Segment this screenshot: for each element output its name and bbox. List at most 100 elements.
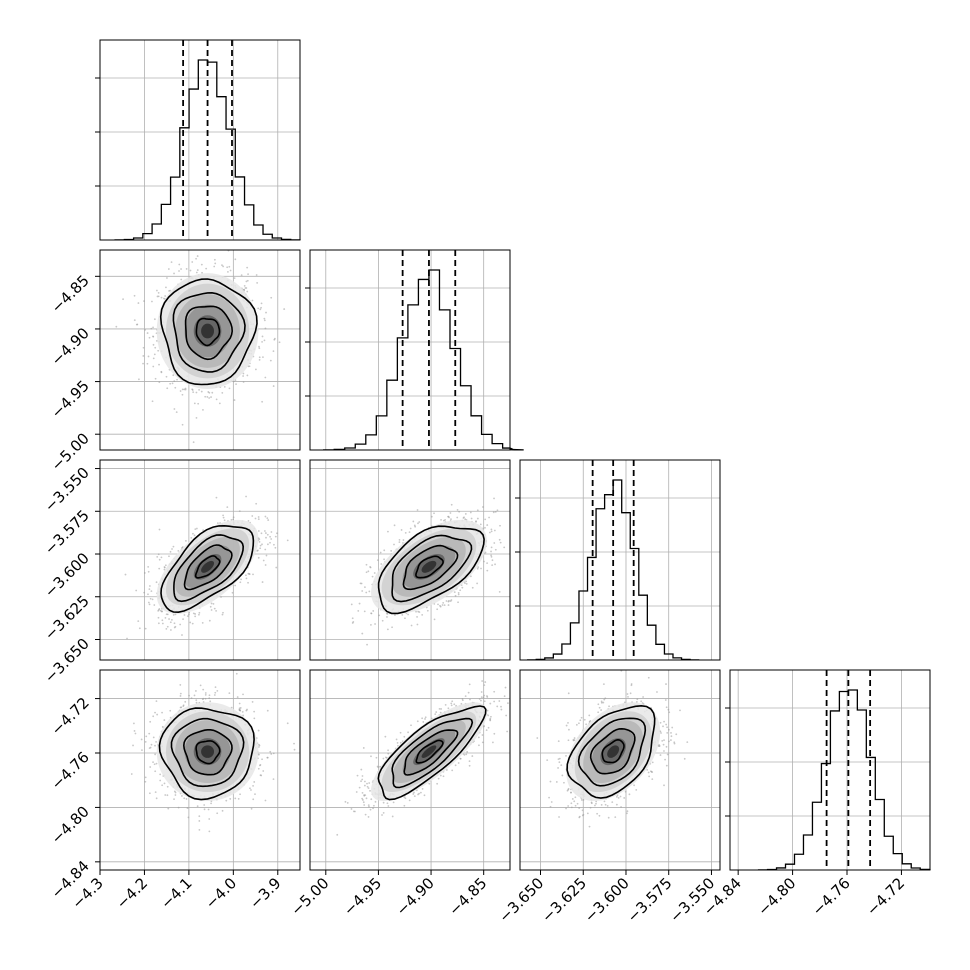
sample-point <box>409 527 412 530</box>
sample-point <box>588 825 591 828</box>
sample-point <box>664 758 666 761</box>
sample-point <box>148 603 151 606</box>
sample-point <box>261 543 263 546</box>
sample-point <box>468 760 471 763</box>
sample-point <box>381 619 384 622</box>
sample-point <box>169 382 172 385</box>
sample-point <box>560 764 563 767</box>
sample-point <box>156 555 159 558</box>
x-tick-label: −5.00 <box>287 874 332 919</box>
sample-point <box>484 681 487 683</box>
sample-point <box>387 805 390 807</box>
sample-point <box>177 549 180 552</box>
sample-point <box>486 696 489 698</box>
sample-point <box>259 547 262 550</box>
sample-point <box>493 497 495 500</box>
sample-point <box>483 560 485 563</box>
sample-point <box>359 582 362 585</box>
sample-point <box>266 756 269 759</box>
sample-point <box>191 388 194 391</box>
sample-point <box>257 729 260 732</box>
sample-point <box>143 572 146 574</box>
sample-point <box>234 584 237 587</box>
sample-point <box>252 573 254 576</box>
sample-point <box>254 793 256 796</box>
sample-point <box>558 757 561 760</box>
sample-point <box>149 597 152 600</box>
sample-point <box>192 532 194 535</box>
sample-point <box>486 524 489 526</box>
sample-point <box>202 529 205 532</box>
sample-point <box>666 726 668 729</box>
sample-point <box>367 816 370 818</box>
sample-point <box>157 622 160 625</box>
sample-point <box>424 718 426 720</box>
sample-point <box>481 652 483 654</box>
sample-point <box>494 548 497 551</box>
sample-point <box>223 519 226 522</box>
sample-point <box>483 700 486 703</box>
sample-point <box>144 627 147 630</box>
sample-point <box>498 590 501 593</box>
sample-point <box>468 683 471 686</box>
sample-point <box>493 700 496 703</box>
sample-point <box>169 709 172 712</box>
sample-point <box>430 515 433 518</box>
sample-point <box>212 602 215 605</box>
sample-point <box>154 770 157 773</box>
x-tick-label: −4.2 <box>113 874 151 912</box>
sample-point <box>480 696 483 699</box>
sample-point <box>412 793 415 795</box>
sample-point <box>485 729 488 732</box>
sample-point <box>404 531 407 534</box>
sample-point <box>565 754 567 757</box>
sample-point <box>231 591 234 594</box>
sample-point <box>596 812 599 815</box>
sample-point <box>469 511 472 514</box>
sample-point <box>500 705 502 708</box>
sample-point <box>264 515 267 518</box>
sample-point <box>164 295 167 297</box>
sample-point <box>195 416 198 419</box>
sample-point <box>362 747 365 749</box>
sample-point <box>230 518 233 521</box>
sample-point <box>457 601 459 604</box>
sample-point <box>490 550 492 553</box>
sample-point <box>228 387 231 390</box>
sample-point <box>491 559 494 562</box>
sample-point <box>636 698 639 701</box>
sample-point <box>603 800 606 803</box>
sample-point <box>208 818 211 820</box>
sample-point <box>134 732 137 735</box>
sample-point <box>360 768 363 771</box>
sample-point <box>663 784 665 787</box>
sample-point <box>157 349 160 352</box>
sample-point <box>476 509 479 512</box>
sample-point <box>158 381 161 384</box>
histogram-panel-1 <box>305 249 524 451</box>
sample-point <box>200 263 203 266</box>
sample-point <box>557 740 560 743</box>
contour-line-3 <box>377 705 487 801</box>
sample-point <box>181 393 184 396</box>
sample-point <box>450 503 453 506</box>
sample-point <box>426 609 429 612</box>
sample-point <box>570 806 573 809</box>
sample-point <box>213 265 216 268</box>
sample-point <box>250 807 253 810</box>
sample-point <box>242 693 244 696</box>
sample-point <box>368 805 370 808</box>
sample-point <box>494 563 496 566</box>
sample-point <box>361 797 364 800</box>
sample-point <box>222 611 224 614</box>
sample-point <box>573 737 576 739</box>
sample-point <box>144 780 147 783</box>
sample-point <box>567 805 570 807</box>
sample-point <box>506 730 509 733</box>
sample-point <box>600 709 603 711</box>
sample-point <box>264 799 267 802</box>
sample-point <box>468 764 471 767</box>
sample-point <box>365 563 368 566</box>
sample-point <box>165 627 168 630</box>
sample-point <box>173 790 176 793</box>
